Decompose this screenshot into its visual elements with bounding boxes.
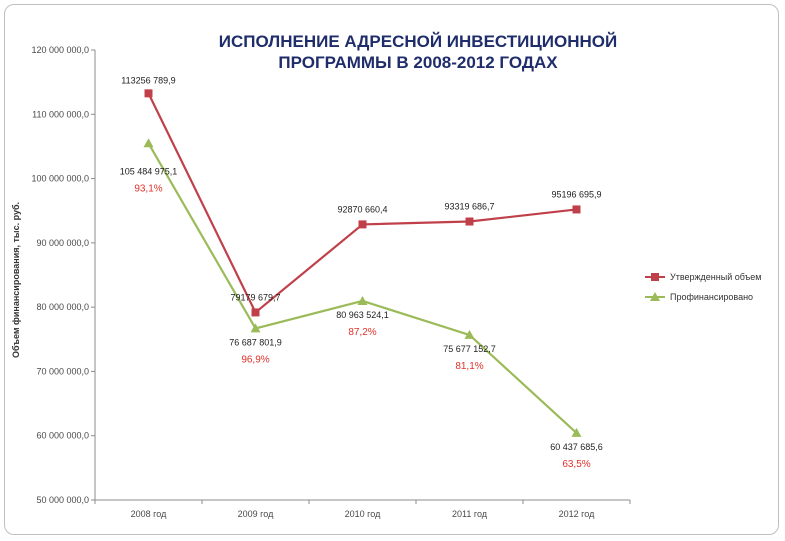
x-tick-label: 2011 год [452, 509, 488, 519]
y-tick-label: 80 000 000,0 [36, 302, 89, 312]
legend-marker [650, 292, 660, 301]
data-point [358, 220, 367, 229]
chart-title-line-2: ПРОГРАММЫ В 2008-2012 ГОДАХ [278, 53, 558, 72]
x-tick-label: 2008 год [131, 509, 167, 519]
percent-label: 93,1% [134, 183, 162, 194]
y-tick-label: 120 000 000,0 [31, 45, 89, 55]
chart-frame [4, 4, 779, 535]
legend-marker [651, 273, 659, 281]
data-point [465, 217, 474, 226]
series-financed [143, 138, 582, 437]
approved-value-label: 93319 686,7 [444, 202, 494, 212]
percent-label: 63,5% [562, 459, 590, 470]
data-point [464, 329, 475, 339]
y-tick-label: 90 000 000,0 [36, 238, 89, 248]
chart-title-line-1: ИСПОЛНЕНИЕ АДРЕСНОЙ ИНВЕСТИЦИОННОЙ [219, 32, 617, 51]
axes: 50 000 000,0 60 000 000,0 70 000 000,0 80 0… [31, 45, 631, 519]
legend: Утвержденный объем Профинансировано [645, 272, 761, 302]
financed-value-label: 76 687 801,9 [229, 337, 282, 347]
data-point [571, 427, 582, 437]
legend-entry: Профинансировано [670, 292, 753, 302]
data-point [357, 295, 368, 305]
approved-value-label: 79179 679,7 [230, 292, 280, 302]
percent-label: 87,2% [348, 327, 376, 338]
y-tick-label: 70 000 000,0 [36, 366, 89, 376]
approved-value-label: 95196 695,9 [551, 189, 601, 199]
x-tick-label: 2009 год [238, 509, 274, 519]
financed-value-label: 75 677 152,7 [443, 344, 496, 354]
approved-value-label: 92870 660,4 [337, 204, 387, 214]
series-line [147, 92, 577, 315]
y-tick-label: 50 000 000,0 [36, 495, 89, 505]
x-tick-label: 2012 год [559, 509, 595, 519]
series-line [147, 142, 578, 434]
legend-entry: Утвержденный объем [670, 272, 761, 282]
approved-value-label: 113256 789,9 [121, 75, 175, 85]
x-tick-label: 2010 год [345, 509, 381, 519]
y-axis-label: Объем финансирования, тыс. руб. [11, 202, 21, 358]
chart-title: ИСПОЛНЕНИЕ АДРЕСНОЙ ИНВЕСТИЦИОННОЙ ПРОГР… [219, 32, 617, 72]
data-point [572, 205, 581, 214]
y-tick-label: 60 000 000,0 [36, 431, 89, 441]
financed-value-label: 105 484 975,1 [120, 166, 178, 176]
data-point [250, 323, 261, 333]
percent-label: 96,9% [241, 354, 269, 365]
series-layer [143, 89, 582, 437]
financed-value-label: 60 437 685,6 [550, 442, 603, 452]
percent-label: 81,1% [455, 361, 483, 372]
y-tick-label: 100 000 000,0 [31, 174, 89, 184]
data-point [251, 308, 260, 317]
data-labels: 113256 789,9 79179 679,7 92870 660,4 93319 … [120, 75, 603, 470]
y-tick-label: 110 000 000,0 [32, 109, 89, 119]
data-point [143, 138, 154, 148]
series-approved [144, 89, 581, 317]
financed-value-label: 80 963 524,1 [336, 310, 389, 320]
data-point [144, 89, 153, 98]
